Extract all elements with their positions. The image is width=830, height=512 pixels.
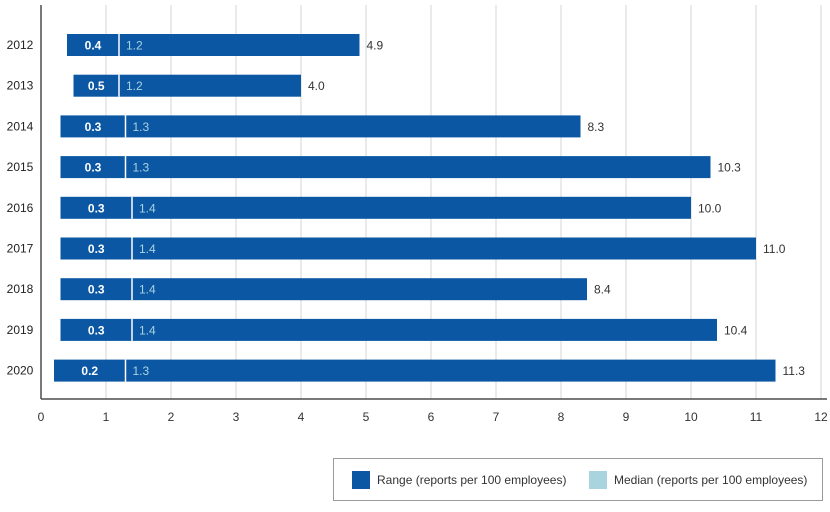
range-bar-2020: [54, 359, 776, 382]
y-category-label-2018: 2018: [7, 282, 34, 296]
median-value-label-2019: 1.4: [139, 323, 156, 337]
median-value-label-2014: 1.3: [133, 120, 150, 134]
median-value-label-2016: 1.4: [139, 201, 156, 215]
bars: [54, 34, 776, 382]
legend-swatch-range: [352, 471, 370, 489]
y-category-label-2013: 2013: [7, 79, 34, 93]
legend-swatch-median: [589, 471, 607, 489]
median-value-label-2012: 1.2: [126, 39, 143, 53]
median-value-label-2020: 1.3: [133, 364, 150, 378]
x-tick-label-8: 8: [558, 410, 565, 424]
low-value-label-2013: 0.5: [88, 79, 105, 93]
x-tick-label-6: 6: [428, 410, 435, 424]
y-category-label-2012: 2012: [7, 38, 34, 52]
legend-item-median: Median (reports per 100 employees): [589, 471, 807, 489]
high-value-label-2015: 10.3: [718, 161, 742, 175]
median-value-label-2015: 1.3: [133, 161, 150, 175]
x-tick-label-4: 4: [298, 410, 305, 424]
low-value-label-2014: 0.3: [85, 120, 102, 134]
labels: 0.4 1.2 4.9 0.5 1.2 4.0 0.3 1.3 8.3 0.3 1.3 10.3 0.3…: [81, 39, 805, 379]
x-tick-label-0: 0: [38, 410, 45, 424]
x-tick-label-9: 9: [623, 410, 630, 424]
low-value-label-2020: 0.2: [81, 364, 98, 378]
range-bar-2019: [60, 318, 717, 341]
high-value-label-2019: 10.4: [724, 323, 748, 337]
range-bar-2012: [67, 34, 360, 56]
median-value-label-2018: 1.4: [139, 283, 156, 297]
low-value-label-2019: 0.3: [88, 323, 105, 337]
x-tick-label-11: 11: [750, 410, 763, 424]
y-category-label-2017: 2017: [7, 242, 34, 256]
x-tick-label-3: 3: [233, 410, 240, 424]
x-tick-label-2: 2: [168, 410, 175, 424]
x-tick-label-10: 10: [684, 410, 698, 424]
low-value-label-2016: 0.3: [88, 201, 105, 215]
low-value-label-2018: 0.3: [88, 283, 105, 297]
x-tick-label-5: 5: [363, 410, 370, 424]
low-value-label-2017: 0.3: [88, 242, 105, 256]
axes: 0 1 2 3 4 5 6 7 8 9 10 11 12201220132014201520162017…: [7, 5, 828, 424]
range-bar-2013: [73, 74, 301, 97]
y-category-label-2014: 2014: [7, 119, 34, 133]
y-category-label-2019: 2019: [7, 323, 34, 337]
range-bar-2017: [60, 237, 756, 260]
high-value-label-2014: 8.3: [588, 120, 605, 134]
range-bar-2014: [60, 115, 581, 138]
range-bar-2016: [60, 196, 691, 219]
legend-label-range: Range (reports per 100 employees): [377, 473, 567, 487]
median-value-label-2017: 1.4: [139, 242, 156, 256]
legend: Range (reports per 100 employees) Median…: [333, 458, 823, 501]
y-category-label-2020: 2020: [7, 364, 34, 378]
y-category-label-2015: 2015: [7, 160, 34, 174]
legend-label-median: Median (reports per 100 employees): [614, 473, 808, 487]
x-tick-label-1: 1: [103, 410, 110, 424]
high-value-label-2012: 4.9: [367, 39, 384, 53]
high-value-label-2013: 4.0: [308, 79, 325, 93]
low-value-label-2015: 0.3: [85, 161, 102, 175]
high-value-label-2017: 11.0: [763, 242, 786, 256]
low-value-label-2012: 0.4: [85, 39, 102, 53]
y-category-label-2016: 2016: [7, 201, 34, 215]
legend-item-range: Range (reports per 100 employees): [352, 471, 566, 489]
x-tick-label-7: 7: [493, 410, 500, 424]
x-tick-label-12: 12: [814, 410, 828, 424]
median-value-label-2013: 1.2: [126, 79, 143, 93]
range-bar-2018: [60, 278, 587, 301]
range-bar-2015: [60, 156, 711, 179]
high-value-label-2018: 8.4: [594, 283, 611, 297]
high-value-label-2016: 10.0: [698, 201, 722, 215]
high-value-label-2020: 11.3: [783, 364, 806, 378]
